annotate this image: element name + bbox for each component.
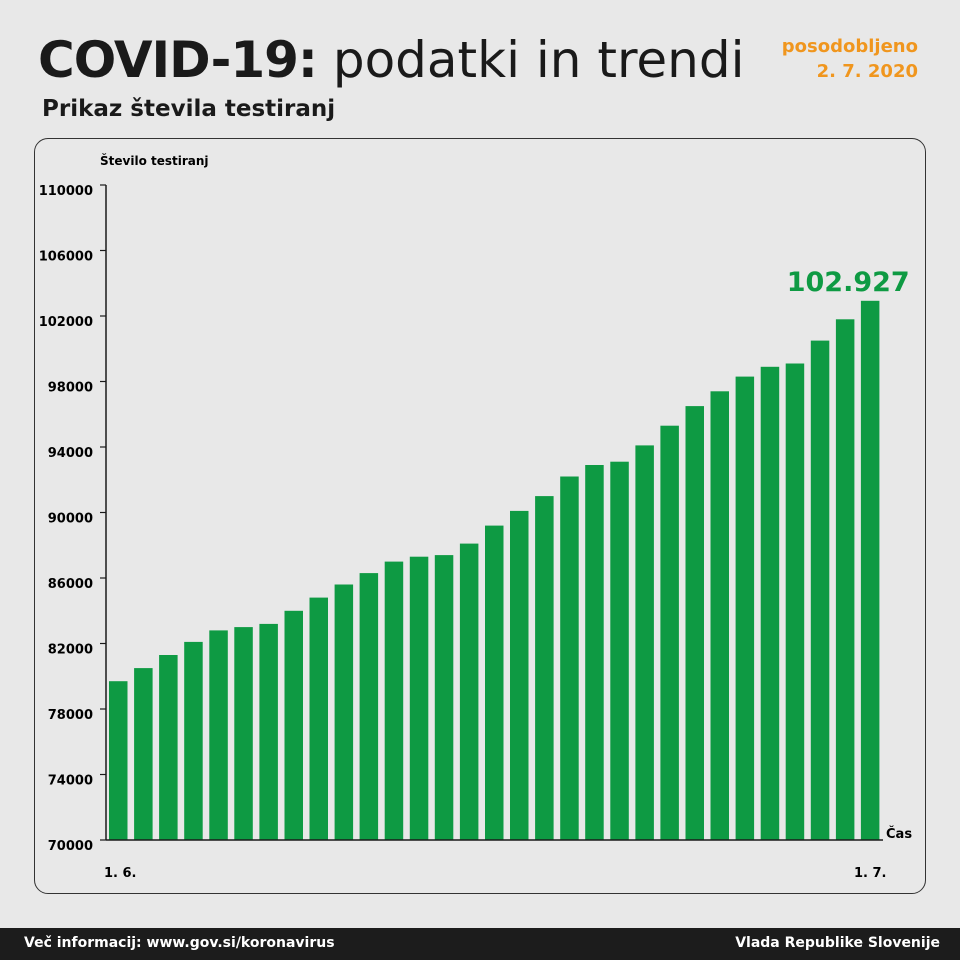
bar — [710, 391, 729, 840]
y-tick-label: 106000 — [39, 250, 93, 265]
page-title: COVID-19: podatki in trendi — [38, 28, 745, 92]
bar — [510, 510, 529, 840]
y-tick-label: 74000 — [48, 774, 93, 789]
bar — [760, 366, 780, 840]
title-rest: podatki in trendi — [332, 31, 745, 89]
bar — [159, 655, 178, 840]
footer-info: Več informacij: www.gov.si/koronavirus — [24, 935, 335, 951]
y-tick-label: 78000 — [48, 708, 93, 723]
bar — [409, 556, 429, 840]
bar — [284, 610, 303, 841]
bar — [259, 623, 278, 840]
y-tick-label: 110000 — [39, 184, 93, 199]
bar — [109, 681, 128, 840]
bar — [134, 668, 153, 840]
y-axis-label: Število testiranj — [100, 153, 209, 168]
updated-date: 2. 7. 2020 — [816, 61, 918, 82]
bar — [359, 573, 379, 840]
bar — [234, 627, 253, 840]
bars — [109, 300, 880, 841]
footer: Več informacij: www.gov.si/koronavirus V… — [0, 928, 960, 960]
bar — [860, 300, 880, 840]
bar — [835, 319, 855, 840]
bar — [485, 525, 504, 840]
bar — [560, 476, 579, 840]
bar — [660, 425, 679, 840]
x-tick-start: 1. 6. — [104, 866, 137, 881]
bar — [384, 561, 404, 840]
bar — [585, 465, 604, 840]
bar — [685, 406, 704, 840]
bar — [785, 363, 805, 840]
bar — [459, 543, 479, 840]
bar — [309, 597, 328, 840]
bar — [735, 376, 755, 840]
title-bold: COVID-19: — [38, 31, 318, 89]
y-ticks: 70000 74000 78000 82000 86000 90000 94000 98000… — [39, 184, 106, 854]
y-tick-label: 82000 — [48, 643, 93, 658]
bar — [184, 641, 203, 840]
last-value-label: 102.927 — [787, 267, 910, 298]
x-axis-label: Čas — [886, 826, 912, 842]
x-tick-end: 1. 7. — [854, 866, 887, 881]
bar — [810, 340, 830, 840]
y-tick-label: 70000 — [48, 839, 93, 854]
footer-org: Vlada Republike Slovenije — [735, 935, 940, 951]
bar — [635, 445, 654, 840]
bar — [434, 555, 454, 840]
y-tick-label: 98000 — [48, 381, 93, 396]
page-subtitle: Prikaz števila testiranj — [42, 96, 336, 122]
y-tick-label: 86000 — [48, 577, 93, 592]
updated-label: posodobljeno — [781, 36, 918, 57]
bar — [610, 461, 629, 840]
y-tick-label: 90000 — [48, 512, 93, 527]
y-tick-label: 94000 — [48, 446, 93, 461]
bar — [535, 496, 554, 840]
updated-info: posodobljeno 2. 7. 2020 — [782, 34, 918, 84]
y-tick-label: 102000 — [39, 315, 93, 330]
bar — [334, 584, 354, 840]
bar — [209, 630, 228, 840]
